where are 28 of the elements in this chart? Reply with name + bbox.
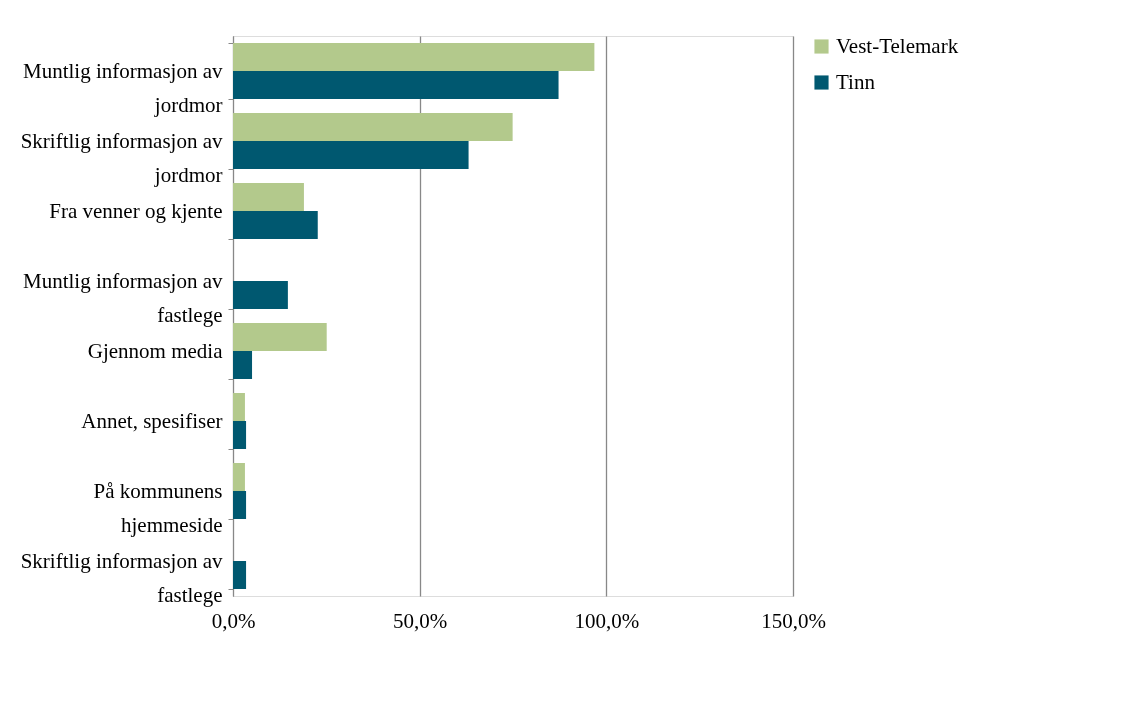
legend-label: Vest-Telemark [836, 33, 959, 58]
x-tick-label: 0,0% [211, 608, 256, 633]
bar [233, 463, 245, 491]
y-tick-label: På kommunens hjemmeside [93, 478, 223, 537]
legend-label: Tinn [836, 69, 876, 94]
x-tick-label: 100,0% [574, 608, 640, 633]
y-tick-label: Skriftlig informasjon av jordmor [20, 128, 223, 187]
bar [233, 71, 559, 99]
y-tick-label: Fra venner og kjente [49, 198, 223, 223]
y-tick-label: Skriftlig informasjon av fastlege [20, 548, 223, 607]
y-tick-label: Muntlig informasjon av jordmor [23, 58, 223, 117]
y-tick-label: Gjennom media [87, 338, 224, 363]
bar [233, 211, 318, 239]
y-tick-label: Annet, spesifiser [81, 408, 223, 433]
bar [233, 141, 469, 169]
bar [233, 491, 247, 519]
x-tick-label: 150,0% [761, 608, 826, 633]
x-tick-label: 50,0% [393, 608, 448, 633]
bar [233, 281, 288, 309]
bar [233, 183, 304, 211]
bar [233, 421, 247, 449]
bar [233, 351, 253, 379]
bar [233, 113, 513, 141]
bar [233, 43, 595, 71]
bar [233, 323, 327, 351]
bar [233, 561, 247, 589]
y-tick-label: Muntlig informasjon av fastlege [23, 268, 223, 327]
bar [233, 393, 245, 421]
